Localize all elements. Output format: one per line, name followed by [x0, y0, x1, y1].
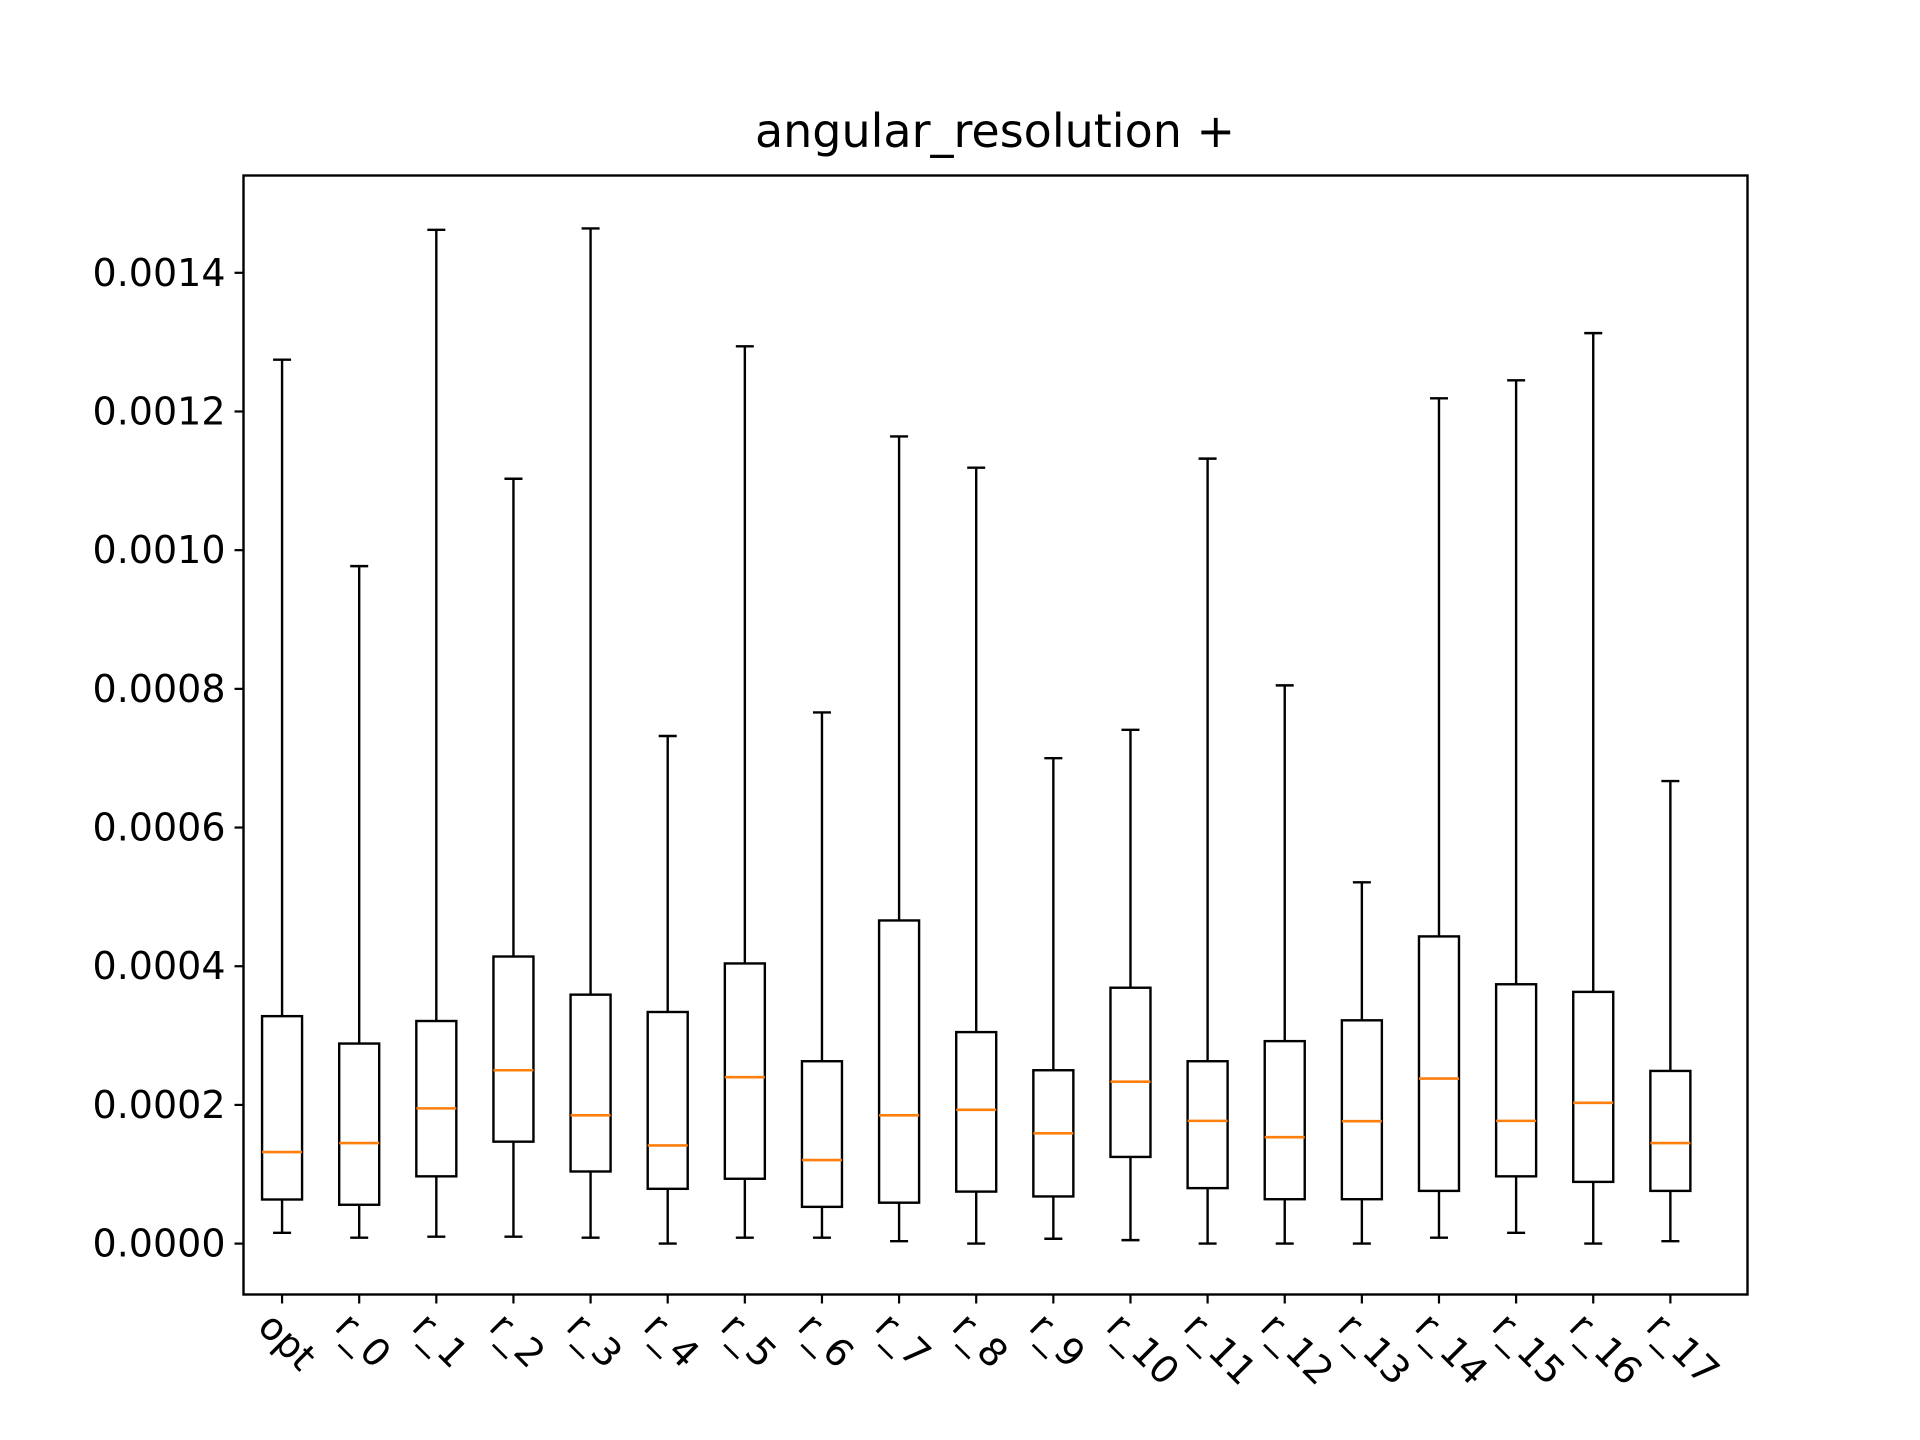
- x-tick-label: r_14: [1407, 1304, 1497, 1394]
- iqr-box: [1572, 990, 1615, 1184]
- iqr-box: [800, 1060, 844, 1209]
- box-r_4: [646, 734, 689, 1245]
- iqr-box: [337, 1042, 381, 1206]
- y-axis: 0.0000 0.0002 0.0004 0.0006 0.0008 0.0010 0.00…: [93, 251, 244, 1266]
- x-tick-label: r_15: [1484, 1304, 1574, 1394]
- x-tick-label: r_4: [635, 1304, 708, 1377]
- x-tick-label: r_0: [327, 1304, 400, 1377]
- box-r_5: [723, 345, 767, 1239]
- box-r_7: [877, 435, 921, 1243]
- y-tick-label: 0.0014: [93, 251, 226, 295]
- box-r_10: [1109, 728, 1152, 1242]
- box-r_14: [1417, 397, 1461, 1239]
- iqr-box: [646, 1010, 689, 1191]
- iqr-box: [1186, 1060, 1229, 1190]
- x-tick-label: r_13: [1329, 1304, 1419, 1394]
- iqr-box: [1109, 986, 1152, 1159]
- iqr-box: [723, 962, 767, 1180]
- box-series: [260, 227, 1692, 1245]
- x-tick-label: r_10: [1098, 1304, 1188, 1394]
- iqr-box: [1340, 1019, 1384, 1201]
- iqr-box: [415, 1019, 458, 1178]
- box-r_9: [1032, 756, 1075, 1240]
- box-opt: [260, 358, 304, 1235]
- box-r_8: [955, 466, 998, 1245]
- x-tick-label: r_6: [790, 1304, 863, 1377]
- x-tick-label: r_11: [1175, 1304, 1265, 1394]
- x-tick-label: r_7: [867, 1304, 940, 1377]
- box-r_3: [569, 227, 612, 1239]
- y-tick-label: 0.0008: [93, 667, 226, 711]
- iqr-box: [877, 919, 921, 1204]
- x-tick-label: r_17: [1638, 1304, 1728, 1394]
- box-r_16: [1572, 331, 1615, 1245]
- box-r_6: [800, 711, 844, 1239]
- box-r_0: [337, 564, 381, 1239]
- box-r_13: [1340, 881, 1384, 1245]
- iqr-box: [492, 955, 535, 1143]
- y-tick-label: 0.0010: [93, 528, 226, 572]
- x-tick-label: r_3: [558, 1304, 631, 1377]
- chart-title: angular_resolution +: [755, 104, 1235, 158]
- y-tick-label: 0.0004: [93, 944, 226, 988]
- x-tick-label: r_12: [1252, 1304, 1342, 1394]
- x-tick-label: r_2: [481, 1304, 554, 1377]
- y-tick-label: 0.0000: [93, 1222, 226, 1266]
- x-tick-label: r_8: [944, 1304, 1017, 1377]
- x-tick-label: r_16: [1561, 1304, 1651, 1394]
- iqr-box: [260, 1014, 304, 1201]
- iqr-box: [1649, 1069, 1692, 1193]
- box-r_17: [1649, 779, 1692, 1243]
- x-tick-label: r_5: [712, 1304, 785, 1377]
- y-tick-label: 0.0006: [93, 806, 226, 850]
- iqr-box: [1417, 935, 1461, 1193]
- y-tick-label: 0.0002: [93, 1083, 226, 1127]
- x-tick-label: opt: [250, 1304, 325, 1379]
- x-tick-label: r_1: [404, 1304, 477, 1377]
- y-tick-label: 0.0012: [93, 389, 226, 433]
- iqr-box: [955, 1030, 998, 1193]
- x-axis: opt r_0 r_1 r_2 r_3 r_4 r_5 r_6 r_7 r_8 r_9 r_10r_1…: [250, 1294, 1728, 1394]
- x-tick-label: r_9: [1021, 1304, 1094, 1377]
- box-r_12: [1263, 684, 1306, 1245]
- plot-frame: [242, 174, 1749, 1296]
- box-r_11: [1186, 457, 1229, 1245]
- box-r_1: [415, 228, 458, 1238]
- iqr-box: [1494, 983, 1538, 1178]
- box-r_15: [1494, 379, 1538, 1235]
- box-r_2: [492, 477, 535, 1238]
- iqr-box: [1263, 1039, 1306, 1201]
- iqr-box: [569, 993, 612, 1173]
